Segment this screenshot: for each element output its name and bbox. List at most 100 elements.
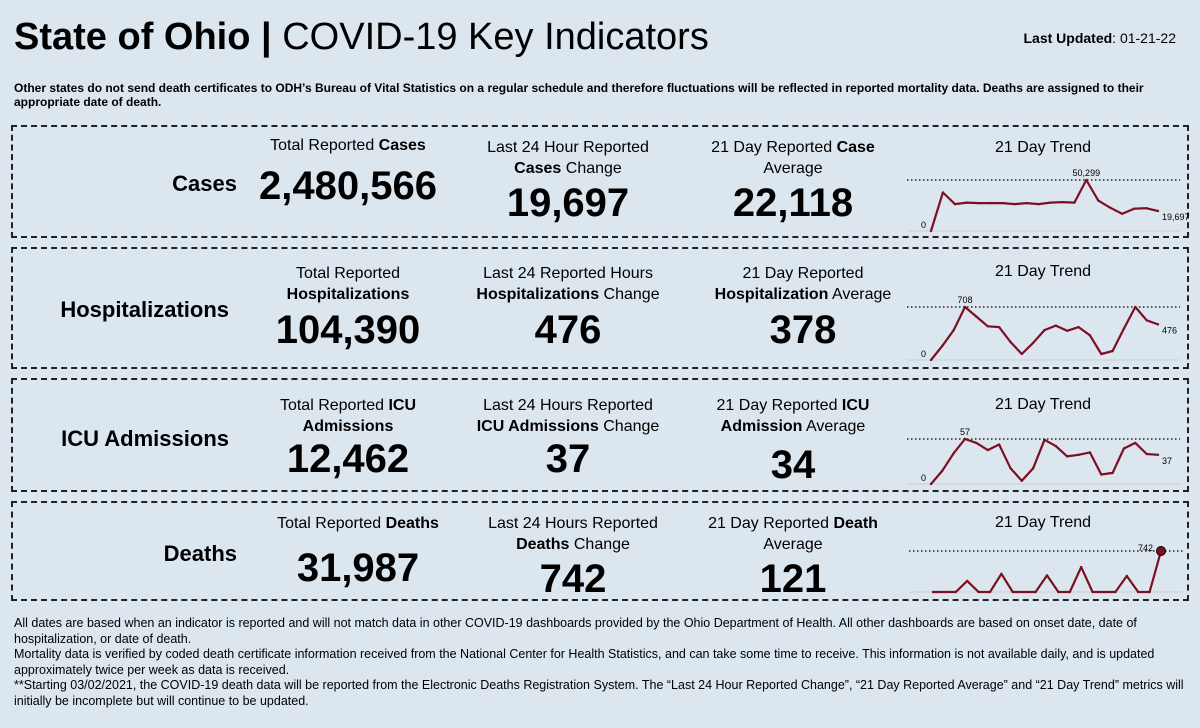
icu-trend-chart-point (1066, 455, 1069, 458)
hospitalizations-trend-chart-point (963, 305, 967, 309)
title-subtitle: COVID-19 Key Indicators (282, 16, 709, 58)
deaths-trend-chart-point (1137, 590, 1140, 594)
footer-note-mortality: Mortality data is verified by coded deat… (14, 647, 1155, 677)
icu-trend-chart: 0 57 37 (907, 427, 1180, 486)
cases-trend-chart-point (1013, 202, 1016, 206)
icu-total-value: 12,462 (286, 437, 410, 481)
icu-trend-chart-point (929, 482, 933, 486)
cases-trend-chart-point (1037, 202, 1040, 206)
hospitalizations-average-label-b: Hospitalization (714, 286, 829, 303)
cases-trend-chart-point (1144, 206, 1148, 210)
cases-trend-chart-point (1061, 200, 1064, 204)
deaths-trend-chart: 742 (909, 543, 1183, 594)
cases-trend-chart-point (1132, 207, 1136, 210)
deaths-trend-chart-point (1057, 590, 1060, 594)
last-updated-value: : 01-21-22 (1112, 30, 1176, 46)
deaths-change: Last 24 Hours Reported Deaths Change 742 (468, 513, 678, 601)
footer-note-dates: All dates are based when an indicator is… (14, 616, 1137, 646)
hospitalizations-trend-chart-point (1100, 352, 1103, 356)
deaths-total-label-a: Total Reported (277, 515, 386, 532)
icu-trend-chart-point (1156, 453, 1160, 456)
deaths-trend-title: 21 Day Trend (994, 514, 1092, 531)
cases-average-label-a: 21 Day Reported (711, 139, 837, 156)
deaths-trend-chart-point (1091, 590, 1094, 594)
cases-row-label: Cases (172, 171, 237, 196)
deaths-change-label: Last 24 Hours Reported Deaths Change (468, 513, 678, 555)
cases-total-label-b: Cases (378, 137, 426, 154)
cases-average-label: 21 Day Reported Case Average (688, 137, 898, 179)
cases-change: Last 24 Hour Reported Cases Change 19,697 (463, 137, 673, 225)
hospitalizations-total: Total Reported Hospitalizations 104,390 (243, 263, 453, 352)
cases-change-label-b: Cases (514, 160, 562, 177)
icu-trend: 21 Day Trend 0 57 37 (903, 380, 1183, 492)
hospitalizations-trend-chart-point (1043, 328, 1046, 332)
icu-trend-chart-point (1054, 444, 1058, 448)
icu-average-label-b: ICU (841, 397, 870, 414)
hospitalizations-trend-chart-point (1009, 340, 1012, 344)
icu-trend-chart-point (963, 437, 967, 441)
deaths-trend: 21 Day Trend 742 (903, 503, 1183, 601)
cases-trend-chart-point (1120, 212, 1124, 215)
icu-trend-chart-point (1009, 467, 1012, 470)
icu-average-label-a: 21 Day Reported (716, 397, 842, 414)
deaths-trend-chart-point (966, 579, 969, 583)
icu-change-label-c: Change (598, 418, 660, 435)
cases-trend-chart-point (977, 201, 980, 205)
cases-trend-chart-point (965, 201, 969, 204)
deaths-average-label-b: Death (833, 515, 878, 532)
icu-trend-chart-last-label: 37 (1162, 456, 1172, 466)
hospitalizations-trend-chart: 0 708 476 (907, 295, 1180, 362)
icu-trend-chart-zero-label: 0 (921, 473, 926, 483)
footer-notes: All dates are based when an indicator is… (14, 616, 1190, 709)
hospitalizations-trend-chart-point (975, 315, 978, 318)
hospitalizations-average: 21 Day Reported Hospitalization Average 3… (688, 263, 918, 352)
cases-change-label: Last 24 Hour Reported Cases Change (463, 137, 673, 179)
icu-average-label-c: Admission (720, 418, 803, 435)
hospitalizations-trend-chart-point (1145, 319, 1148, 322)
hospitalizations-trend-title: 21 Day Trend (994, 263, 1092, 280)
icu-trend-chart-point (1111, 471, 1114, 475)
hospitalizations-change-value: 476 (534, 308, 602, 352)
deaths-trend-chart-point (1034, 590, 1037, 594)
hospitalizations-total-label: Total Reported Hospitalizations (243, 263, 453, 305)
header: State of Ohio | COVID-19 Key Indicators … (14, 16, 1186, 62)
hospitalizations-total-value: 104,390 (275, 308, 421, 352)
hospitalizations-change: Last 24 Reported Hours Hospitalizations C… (463, 263, 673, 352)
deaths-trend-chart-last-label: 742 (1138, 543, 1153, 553)
icu-trend-chart-point (941, 469, 944, 472)
icu-panel: ICU Admissions Total Reported ICU Admissi… (11, 378, 1189, 492)
deaths-trend-chart-point (1114, 590, 1117, 594)
deaths-trend-chart-point (954, 590, 957, 594)
hospitalizations-panel: Hospitalizations Total Reported Hospitali… (11, 247, 1189, 369)
hospitalizations-trend-chart-point (1111, 349, 1114, 353)
last-updated: Last Updated: 01-21-22 (1023, 30, 1176, 46)
cases-trend-title: 21 Day Trend (994, 139, 1092, 156)
icu-total-label-b: ICU (388, 397, 417, 414)
deaths-trend-chart-point (1102, 590, 1106, 594)
icu-trend-chart-point (1031, 467, 1035, 470)
icu-average-label-d: Average (802, 418, 866, 435)
deaths-trend-chart-end-marker (1156, 546, 1166, 556)
cases-trend-chart-point (953, 202, 957, 206)
hospitalizations-trend-chart-point (1156, 323, 1160, 326)
last-updated-label: Last Updated (1023, 30, 1113, 46)
icu-total-label: Total Reported ICU Admissions (243, 395, 453, 437)
cases-trend: 21 Day Trend 0 50,299 19,697 (903, 127, 1190, 237)
deaths-panel: Deaths Total Reported Deaths 31,987 Last… (11, 501, 1189, 601)
hospitalizations-trend-chart-point (997, 325, 1001, 329)
cases-change-label-a: Last 24 Hour Reported (487, 139, 649, 156)
deaths-average-label: 21 Day Reported Death Average (688, 513, 898, 555)
cases-total-label: Total Reported Cases (243, 135, 453, 156)
cases-trend-chart-point (1156, 209, 1160, 213)
icu-trend-chart-point (1134, 441, 1137, 445)
deaths-trend-chart-point (1125, 574, 1128, 578)
hospitalizations-change-label-b: Hospitalizations (476, 286, 600, 303)
deaths-trend-chart-point (1045, 574, 1049, 577)
cases-change-label-c: Change (561, 160, 622, 177)
icu-trend-chart-point (1043, 438, 1046, 441)
hospitalizations-trend-chart-point (1066, 329, 1069, 333)
cases-average-label-b: Case (836, 139, 875, 156)
deaths-trend-chart-point (988, 590, 992, 594)
icu-total: Total Reported ICU Admissions 12,462 (243, 395, 453, 481)
hospitalizations-total-label-a: Total Reported (295, 265, 401, 282)
